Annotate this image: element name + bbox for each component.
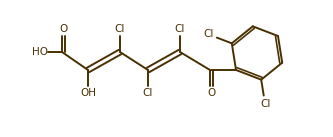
Text: OH: OH bbox=[80, 88, 96, 98]
Text: Cl: Cl bbox=[143, 88, 153, 98]
Text: Cl: Cl bbox=[175, 24, 185, 34]
Text: Cl: Cl bbox=[115, 24, 125, 34]
Text: Cl: Cl bbox=[260, 99, 270, 109]
Text: O: O bbox=[59, 24, 67, 34]
Text: HO: HO bbox=[32, 47, 48, 57]
Text: Cl: Cl bbox=[203, 29, 214, 39]
Text: O: O bbox=[207, 88, 215, 98]
